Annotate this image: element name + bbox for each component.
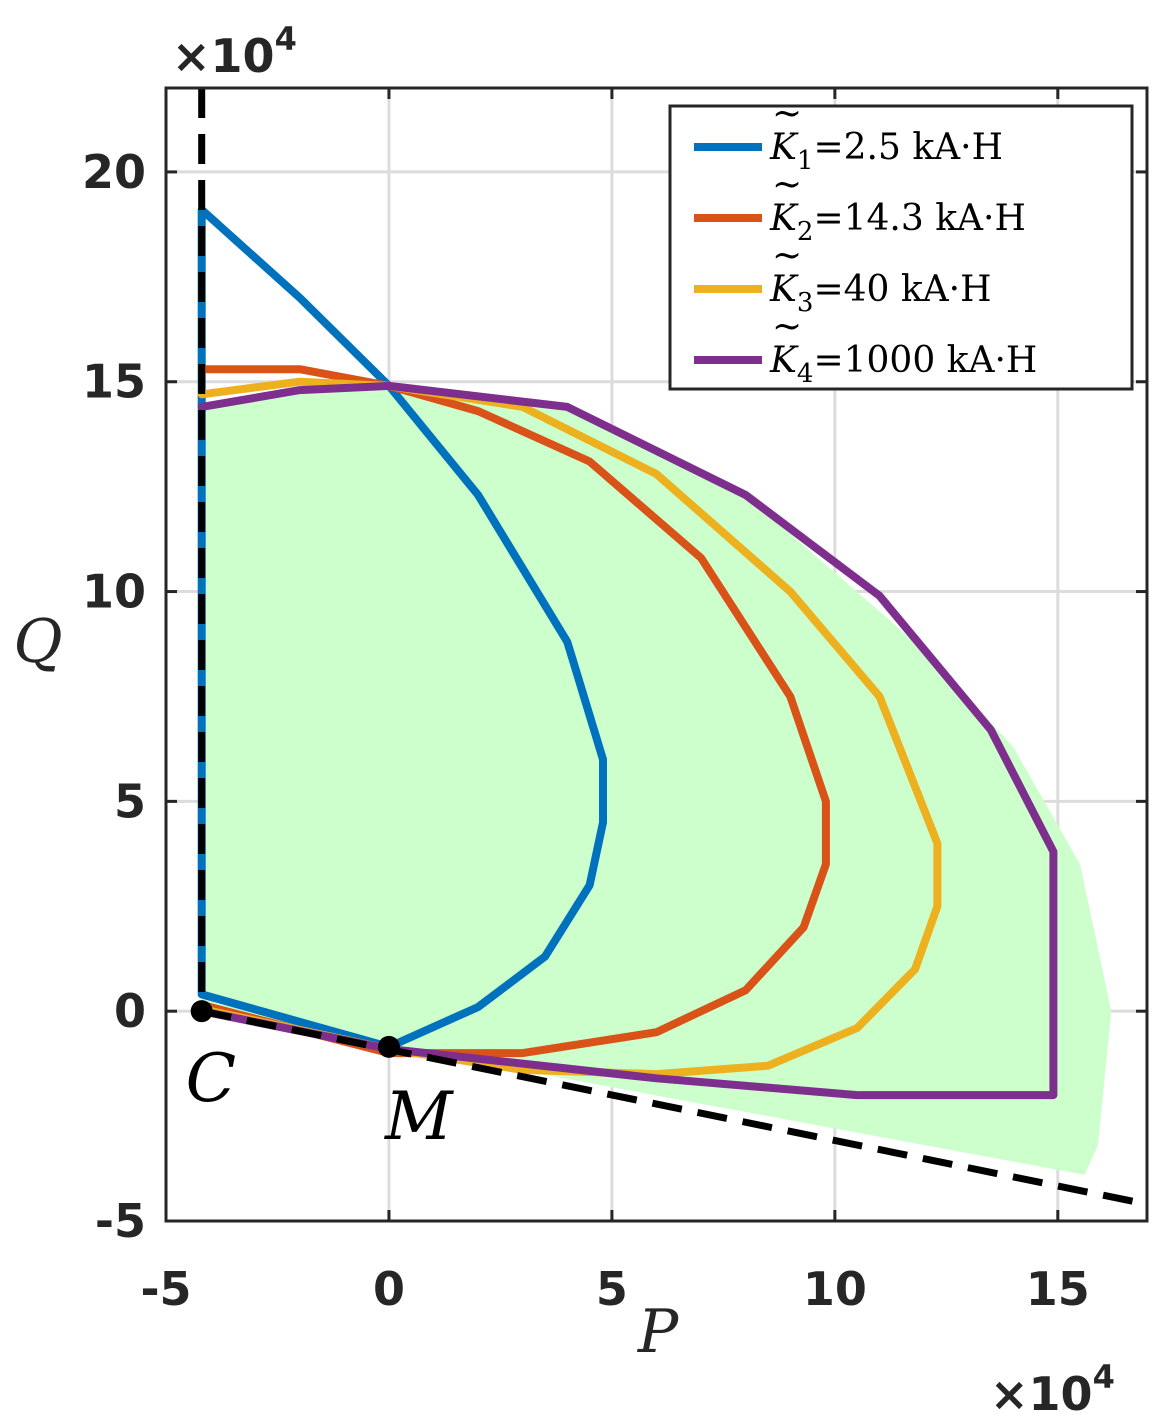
x-tick-label-3: 10 [803, 1262, 867, 1316]
x-tick-label-4: 15 [1026, 1262, 1090, 1316]
legend: ~K1=2.5 kA·H~K2=14.3 kA·H~K3=40 kA·H~K4=… [668, 93, 1134, 391]
boundary-line-2 [200, 1007, 1147, 1208]
point-C [190, 1000, 213, 1023]
plot-area-frame [164, 86, 1149, 1223]
x-exponent-label: ×104 [990, 1358, 1115, 1421]
y-axis-label: Q [13, 607, 62, 677]
legend-entry-4: ~K4=1000 kA·H [694, 306, 1037, 389]
y-tick-label-1: 0 [114, 984, 146, 1038]
point-label-C: C [186, 1040, 237, 1117]
x-tick-label-1: 0 [373, 1262, 405, 1316]
feasible-region-layer [201, 385, 1112, 1175]
x-tick-label-0: -5 [140, 1262, 191, 1316]
legend-box [668, 104, 1134, 391]
legend-entry-3: ~K3=40 kA·H [694, 235, 992, 318]
legend-label-1: K1=2.5 kA·H [769, 127, 1003, 176]
legend-tilde-1: ~ [772, 93, 802, 134]
y-exponent-label: ×104 [172, 20, 297, 83]
feasible-region [201, 385, 1112, 1175]
boundary-lines-layer [198, 88, 1147, 1208]
series-line-4 [197, 381, 1058, 1100]
point-label-M: M [384, 1078, 454, 1155]
legend-entry-1: ~K1=2.5 kA·H [694, 93, 1003, 176]
series-line-1 [197, 205, 607, 1051]
series-layer [197, 205, 1058, 1100]
legend-tilde-2: ~ [772, 164, 802, 205]
x-tick-label-2: 5 [596, 1262, 628, 1316]
legend-entry-2: ~K2=14.3 kA·H [694, 164, 1026, 247]
ticks-layer: -5 0 5 10 15 -5 0 5 10 15 20 [82, 88, 1147, 1316]
legend-label-4: K4=1000 kA·H [769, 340, 1037, 389]
legend-tilde-4: ~ [772, 306, 802, 347]
legend-tilde-3: ~ [772, 235, 802, 276]
legend-label-2: K2=14.3 kA·H [769, 198, 1026, 247]
labels-layer: ×104 ×104 P Q [13, 20, 1114, 1421]
point-M [377, 1035, 400, 1058]
y-tick-label-5: 20 [82, 145, 146, 199]
x-axis-label: P [637, 1297, 680, 1367]
y-tick-label-0: -5 [95, 1194, 146, 1248]
y-tick-label-3: 10 [82, 565, 146, 619]
legend-label-3: K3=40 kA·H [769, 269, 992, 318]
y-tick-label-4: 15 [82, 355, 146, 409]
y-tick-label-2: 5 [114, 774, 146, 828]
